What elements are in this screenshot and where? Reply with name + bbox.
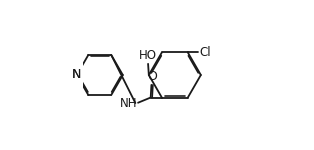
Text: N: N	[71, 68, 81, 81]
Text: O: O	[147, 70, 157, 83]
Text: N: N	[71, 68, 81, 81]
Text: HO: HO	[139, 49, 157, 62]
Text: Cl: Cl	[199, 46, 211, 59]
Text: NH: NH	[120, 97, 138, 110]
